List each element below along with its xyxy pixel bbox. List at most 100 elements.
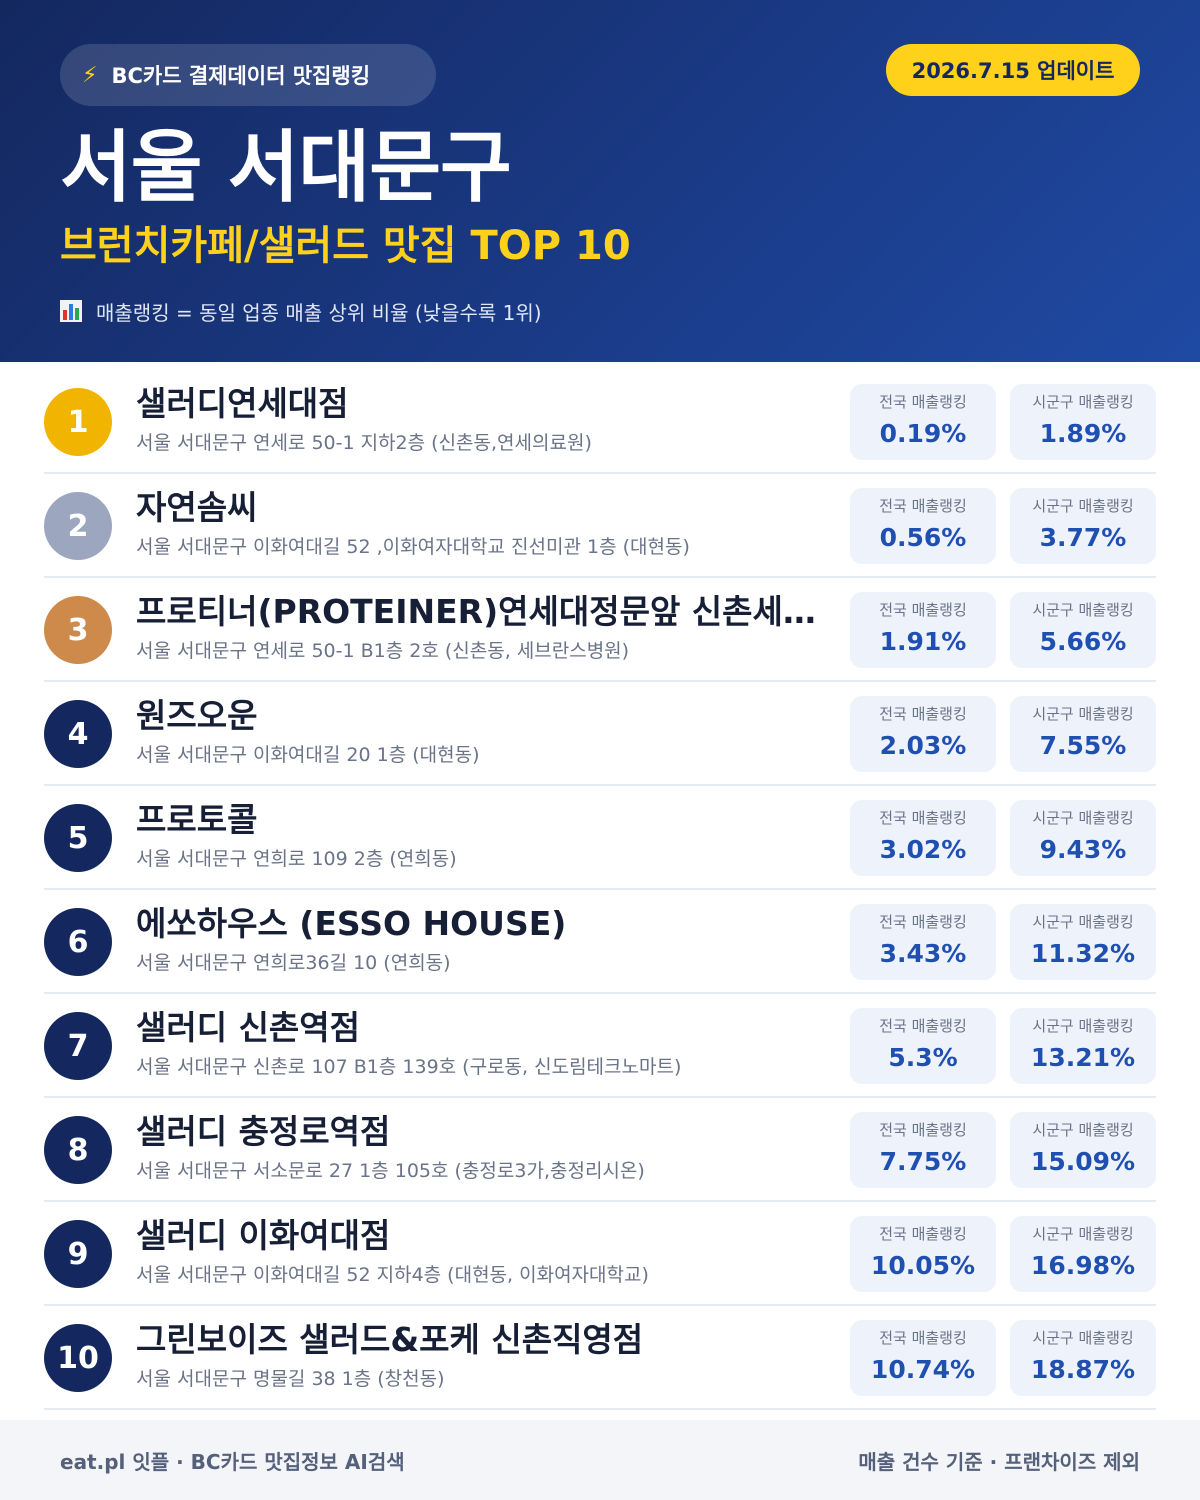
footer: eat.pl 잇플 · BC카드 맛집정보 AI검색 매출 건수 기준 · 프랜… [0, 1420, 1200, 1500]
national-ranking-value: 3.02% [850, 834, 996, 866]
national-ranking-value: 3.43% [850, 938, 996, 970]
local-ranking-value: 3.77% [1010, 522, 1156, 554]
restaurant-address: 서울 서대문구 명물길 38 1층 (창천동) [136, 1366, 836, 1392]
local-ranking-label: 시군구 매출랭킹 [1010, 600, 1156, 620]
list-item[interactable]: 3 프로티너(PROTEINER)연세대정문앞 신촌세브… 서울 서대문구 연세로 … [44, 578, 1156, 682]
national-ranking-value: 2.03% [850, 730, 996, 762]
local-ranking-label: 시군구 매출랭킹 [1010, 912, 1156, 932]
restaurant-name[interactable]: 프로토콜 [136, 798, 836, 842]
restaurant-address: 서울 서대문구 연세로 50-1 B1층 2호 (신촌동, 세브란스병원) [136, 638, 836, 664]
header-banner: ⚡ BC카드 결제데이터 맛집랭킹 2026.7.15 업데이트 서울 서대문구… [0, 0, 1200, 362]
local-ranking-box: 시군구 매출랭킹 1.89% [1010, 384, 1156, 460]
national-ranking-label: 전국 매출랭킹 [850, 1120, 996, 1140]
national-ranking-label: 전국 매출랭킹 [850, 912, 996, 932]
rank-badge: 4 [44, 700, 112, 768]
local-ranking-box: 시군구 매출랭킹 16.98% [1010, 1216, 1156, 1292]
restaurant-address: 서울 서대문구 연희로36길 10 (연희동) [136, 950, 836, 976]
national-ranking-label: 전국 매출랭킹 [850, 392, 996, 412]
national-ranking-value: 10.74% [850, 1354, 996, 1386]
national-ranking-label: 전국 매출랭킹 [850, 600, 996, 620]
restaurant-name[interactable]: 원즈오운 [136, 694, 836, 738]
national-ranking-label: 전국 매출랭킹 [850, 808, 996, 828]
local-ranking-value: 18.87% [1010, 1354, 1156, 1386]
national-ranking-box: 전국 매출랭킹 3.02% [850, 800, 996, 876]
local-ranking-label: 시군구 매출랭킹 [1010, 1120, 1156, 1140]
source-badge: ⚡ BC카드 결제데이터 맛집랭킹 [60, 44, 436, 106]
local-ranking-label: 시군구 매출랭킹 [1010, 496, 1156, 516]
list-item[interactable]: 2 자연솜씨 서울 서대문구 이화여대길 52 ,이화여자대학교 진선미관 1층 (… [44, 474, 1156, 578]
footer-criteria: 매출 건수 기준 · 프랜차이즈 제외 [858, 1446, 1140, 1475]
national-ranking-box: 전국 매출랭킹 1.91% [850, 592, 996, 668]
national-ranking-label: 전국 매출랭킹 [850, 1016, 996, 1036]
local-ranking-box: 시군구 매출랭킹 13.21% [1010, 1008, 1156, 1084]
restaurant-name[interactable]: 샐러디 이화여대점 [136, 1214, 836, 1258]
rank-badge: 10 [44, 1324, 112, 1392]
national-ranking-box: 전국 매출랭킹 2.03% [850, 696, 996, 772]
ranking-note-text: 매출랭킹 = 동일 업종 매출 상위 비율 (낮을수록 1위) [96, 297, 542, 326]
local-ranking-box: 시군구 매출랭킹 5.66% [1010, 592, 1156, 668]
local-ranking-label: 시군구 매출랭킹 [1010, 392, 1156, 412]
national-ranking-box: 전국 매출랭킹 0.56% [850, 488, 996, 564]
bar-chart-icon [60, 300, 82, 322]
local-ranking-box: 시군구 매출랭킹 11.32% [1010, 904, 1156, 980]
rank-badge: 8 [44, 1116, 112, 1184]
national-ranking-value: 0.56% [850, 522, 996, 554]
national-ranking-box: 전국 매출랭킹 10.05% [850, 1216, 996, 1292]
local-ranking-value: 9.43% [1010, 834, 1156, 866]
restaurant-address: 서울 서대문구 연세로 50-1 지하2층 (신촌동,연세의료원) [136, 430, 836, 456]
restaurant-name[interactable]: 그린보이즈 샐러드&포케 신촌직영점 [136, 1318, 836, 1362]
restaurant-address: 서울 서대문구 서소문로 27 1층 105호 (충정로3가,충정리시온) [136, 1158, 836, 1184]
rank-badge: 1 [44, 388, 112, 456]
restaurant-address: 서울 서대문구 이화여대길 52 지하4층 (대현동, 이화여자대학교) [136, 1262, 836, 1288]
restaurant-name[interactable]: 자연솜씨 [136, 486, 836, 530]
national-ranking-label: 전국 매출랭킹 [850, 704, 996, 724]
national-ranking-box: 전국 매출랭킹 5.3% [850, 1008, 996, 1084]
restaurant-address: 서울 서대문구 신촌로 107 B1층 139호 (구로동, 신도림테크노마트) [136, 1054, 836, 1080]
lightning-bolt-icon: ⚡ [82, 63, 97, 88]
restaurant-address: 서울 서대문구 연희로 109 2층 (연희동) [136, 846, 836, 872]
list-item[interactable]: 4 원즈오운 서울 서대문구 이화여대길 20 1층 (대현동) 전국 매출랭킹 2.0… [44, 682, 1156, 786]
restaurant-name[interactable]: 샐러디 신촌역점 [136, 1006, 836, 1050]
local-ranking-box: 시군구 매출랭킹 3.77% [1010, 488, 1156, 564]
rank-badge: 3 [44, 596, 112, 664]
ranking-note: 매출랭킹 = 동일 업종 매출 상위 비율 (낮을수록 1위) [60, 294, 542, 328]
local-ranking-value: 15.09% [1010, 1146, 1156, 1178]
restaurant-name[interactable]: 샐러디 충정로역점 [136, 1110, 836, 1154]
local-ranking-label: 시군구 매출랭킹 [1010, 1328, 1156, 1348]
national-ranking-value: 10.05% [850, 1250, 996, 1282]
local-ranking-value: 5.66% [1010, 626, 1156, 658]
update-date-badge: 2026.7.15 업데이트 [886, 44, 1140, 96]
restaurant-name[interactable]: 프로티너(PROTEINER)연세대정문앞 신촌세브… [136, 590, 836, 634]
national-ranking-box: 전국 매출랭킹 0.19% [850, 384, 996, 460]
local-ranking-box: 시군구 매출랭킹 9.43% [1010, 800, 1156, 876]
rank-badge: 6 [44, 908, 112, 976]
national-ranking-label: 전국 매출랭킹 [850, 496, 996, 516]
restaurant-name[interactable]: 에쏘하우스 (ESSO HOUSE) [136, 902, 836, 946]
national-ranking-box: 전국 매출랭킹 3.43% [850, 904, 996, 980]
rank-badge: 5 [44, 804, 112, 872]
list-item[interactable]: 6 에쏘하우스 (ESSO HOUSE) 서울 서대문구 연희로36길 10 (연희… [44, 890, 1156, 994]
rank-badge: 7 [44, 1012, 112, 1080]
restaurant-address: 서울 서대문구 이화여대길 52 ,이화여자대학교 진선미관 1층 (대현동) [136, 534, 836, 560]
local-ranking-label: 시군구 매출랭킹 [1010, 1224, 1156, 1244]
national-ranking-value: 0.19% [850, 418, 996, 450]
local-ranking-value: 11.32% [1010, 938, 1156, 970]
local-ranking-value: 16.98% [1010, 1250, 1156, 1282]
local-ranking-box: 시군구 매출랭킹 15.09% [1010, 1112, 1156, 1188]
local-ranking-box: 시군구 매출랭킹 7.55% [1010, 696, 1156, 772]
local-ranking-value: 1.89% [1010, 418, 1156, 450]
local-ranking-box: 시군구 매출랭킹 18.87% [1010, 1320, 1156, 1396]
list-item[interactable]: 9 샐러디 이화여대점 서울 서대문구 이화여대길 52 지하4층 (대현동, 이화… [44, 1202, 1156, 1306]
restaurant-name[interactable]: 샐러디연세대점 [136, 382, 836, 426]
source-badge-text: BC카드 결제데이터 맛집랭킹 [111, 60, 370, 90]
local-ranking-label: 시군구 매출랭킹 [1010, 1016, 1156, 1036]
national-ranking-box: 전국 매출랭킹 10.74% [850, 1320, 996, 1396]
page-title: 서울 서대문구 [60, 118, 511, 218]
local-ranking-value: 7.55% [1010, 730, 1156, 762]
